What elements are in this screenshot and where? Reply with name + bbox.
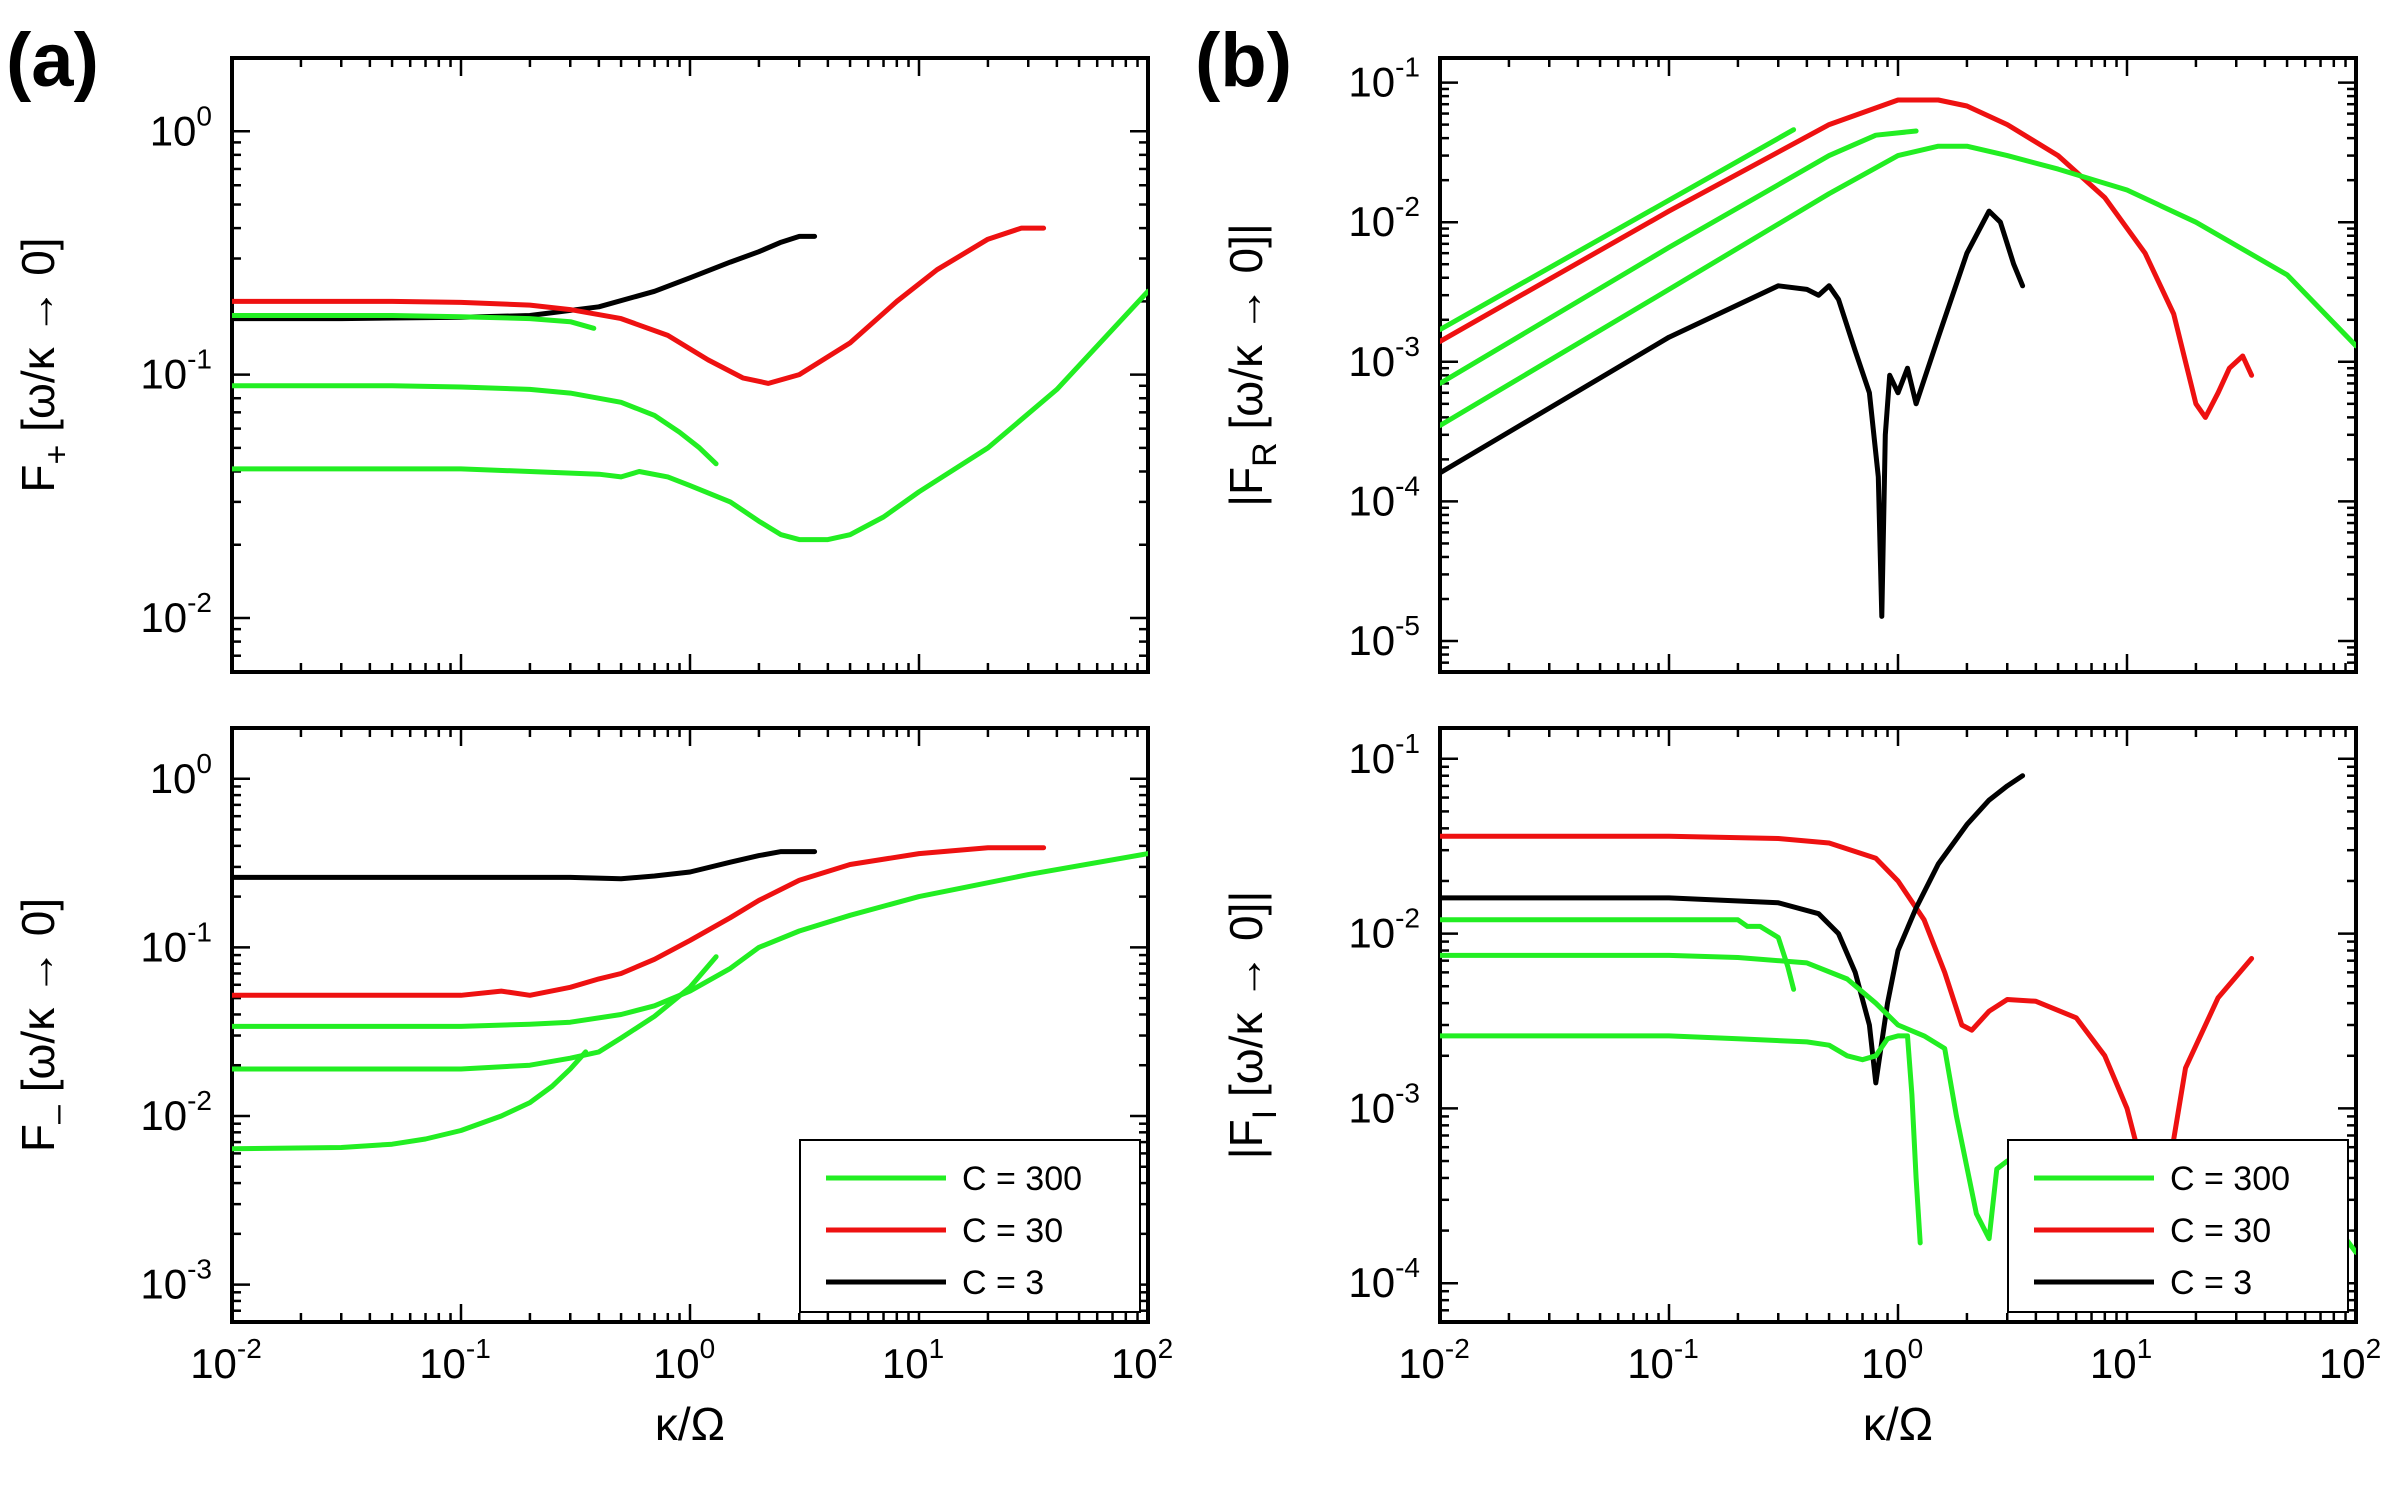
y-axis-label: F– [ω/κ → 0] (12, 898, 76, 1152)
series-line-c300-2 (1440, 128, 1919, 386)
tick-marks (1438, 728, 2356, 1324)
axes-frame (1438, 56, 2358, 674)
y-tick-label: 10-3 (1348, 1077, 1420, 1131)
x-tick-label: 10-2 (190, 1333, 262, 1387)
panel-label-b: (b) (1195, 18, 1292, 103)
tick-marks (230, 56, 1148, 674)
legend-label: C = 3 (962, 1264, 1044, 1302)
x-tick-label: 10-1 (419, 1333, 491, 1387)
y-tick-label: 10-1 (1348, 52, 1420, 106)
y-tick-label: 10-4 (1348, 1252, 1420, 1306)
legend-label: C = 300 (962, 1160, 1082, 1198)
chart-a-top: 10-2 10-1 100 F+ [ω/κ → 0] (12, 56, 1150, 674)
x-tick-label: 10-1 (1627, 1333, 1699, 1387)
y-tick-label: 10-2 (140, 1085, 212, 1139)
y-tick-label: 10-1 (1348, 728, 1420, 782)
legend: C = 300 C = 30 C = 3 (2007, 1139, 2349, 1313)
series-line-c3-0 (232, 849, 818, 882)
series-line-c3-4 (1440, 208, 2026, 619)
y-tick-label: 10-3 (140, 1254, 212, 1308)
tick-marks (230, 726, 1148, 1324)
x-tick-label: 100 (653, 1333, 715, 1387)
series-line-c300-0 (1440, 127, 1797, 333)
series-line-c300-4 (1440, 1033, 1923, 1246)
series-line-c300-3 (1440, 143, 2356, 428)
y-axis-label: F+ [ω/κ → 0] (12, 237, 76, 492)
series-line-c300-3 (232, 954, 719, 1072)
x-tick-label: 101 (882, 1333, 944, 1387)
legend-box (2007, 1139, 2349, 1313)
chart-a-bottom: 10-3 10-2 10-1 100 10-2 10-1 100 101 102 κ/Ω F– [ω… (12, 726, 1173, 1450)
x-tick-label: 100 (1861, 1333, 1923, 1387)
y-tick-label: 10-2 (140, 587, 212, 641)
x-tick-label: 102 (2319, 1333, 2381, 1387)
x-axis-label: κ/Ω (1863, 1398, 1933, 1450)
chart-b-top: 10-5 10-4 10-3 10-2 10-1 |FR [ω/κ → 0]| (1220, 52, 2358, 674)
x-tick-label: 101 (2090, 1333, 2152, 1387)
x-tick-label: 10-2 (1398, 1333, 1470, 1387)
y-axis-label: |FI [ω/κ → 0]| (1220, 891, 1284, 1160)
y-axis-label: |FR [ω/κ → 0]| (1220, 223, 1284, 507)
y-tick-label: 10-3 (1348, 331, 1420, 385)
x-axis-label: κ/Ω (655, 1398, 725, 1450)
legend-label: C = 300 (2170, 1160, 2290, 1198)
y-tick-label: 10-4 (1348, 470, 1420, 524)
x-tick-label: 102 (1111, 1333, 1173, 1387)
series-line-c30-1 (1440, 97, 2255, 420)
tick-marks (1438, 58, 2356, 674)
panel-label-a: (a) (6, 18, 99, 103)
legend: C = 300 C = 30 C = 3 (799, 1139, 1141, 1313)
legend-label: C = 30 (2170, 1212, 2271, 1250)
chart-b-bottom: 10-4 10-3 10-2 10-1 10-2 10-1 100 101 102 κ/Ω |FI … (1220, 726, 2381, 1450)
axes-frame (230, 56, 1150, 674)
legend-label: C = 3 (2170, 1264, 2252, 1302)
legend-label: C = 30 (962, 1212, 1063, 1250)
series-line-c300-4 (232, 288, 1148, 543)
y-tick-label: 10-2 (1348, 191, 1420, 245)
y-tick-label: 100 (150, 748, 212, 802)
series-line-c300-4 (232, 1049, 589, 1152)
y-tick-label: 100 (150, 100, 212, 154)
series-line-c30-1 (232, 225, 1047, 386)
series-line-c30-1 (232, 845, 1047, 998)
y-tick-label: 10-1 (140, 344, 212, 398)
series-line-c300-2 (232, 313, 597, 331)
y-tick-label: 10-2 (1348, 903, 1420, 957)
y-tick-label: 10-5 (1348, 610, 1420, 664)
series-line-c300-3 (232, 383, 719, 467)
y-tick-label: 10-1 (140, 916, 212, 970)
series-line-c300-2 (232, 851, 1148, 1029)
